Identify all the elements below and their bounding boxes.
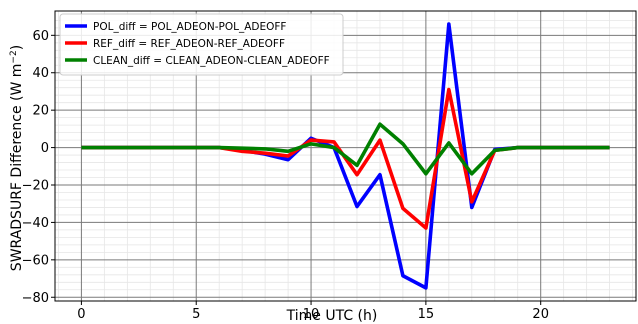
y-tick-label: −40 — [22, 216, 49, 231]
y-tick-label: 20 — [32, 104, 49, 119]
y-axis-label: SWRADSURF Difference (W m−2) — [9, 45, 25, 271]
legend-label-2: REF_diff = REF_ADEON-REF_ADEOFF — [93, 38, 285, 50]
legend-label-1: POL_diff = POL_ADEON-POL_ADEOFF — [93, 21, 286, 33]
y-tick-label: −20 — [22, 179, 49, 194]
plot-frame — [54, 10, 637, 302]
series-layer — [81, 22, 610, 290]
x-tick-label: 20 — [532, 307, 549, 322]
legend-label-3: CLEAN_diff = CLEAN_ADEON-CLEAN_ADEOFF — [93, 55, 330, 67]
x-tick-label: 15 — [418, 307, 435, 322]
y-tick-label: 60 — [32, 29, 49, 44]
y-tick-label: 40 — [32, 66, 49, 81]
x-tick-label: 5 — [192, 307, 200, 322]
x-axis-label: Time UTC (h) — [286, 308, 378, 324]
axis-ticks: 0 5 10 15 20 −80 −60 −40 −20 0 20 40 60 — [22, 29, 549, 322]
y-tick-label: 0 — [41, 141, 49, 156]
y-tick-label: −80 — [22, 291, 49, 306]
y-tick-label: −60 — [22, 253, 49, 268]
legend: POL_diff = POL_ADEON-POL_ADEOFF REF_diff … — [59, 13, 344, 76]
legend-box — [59, 13, 344, 76]
series-line-3 — [81, 122, 610, 176]
x-tick-label: 0 — [77, 307, 85, 322]
x-tick-label: 10 — [303, 307, 320, 322]
